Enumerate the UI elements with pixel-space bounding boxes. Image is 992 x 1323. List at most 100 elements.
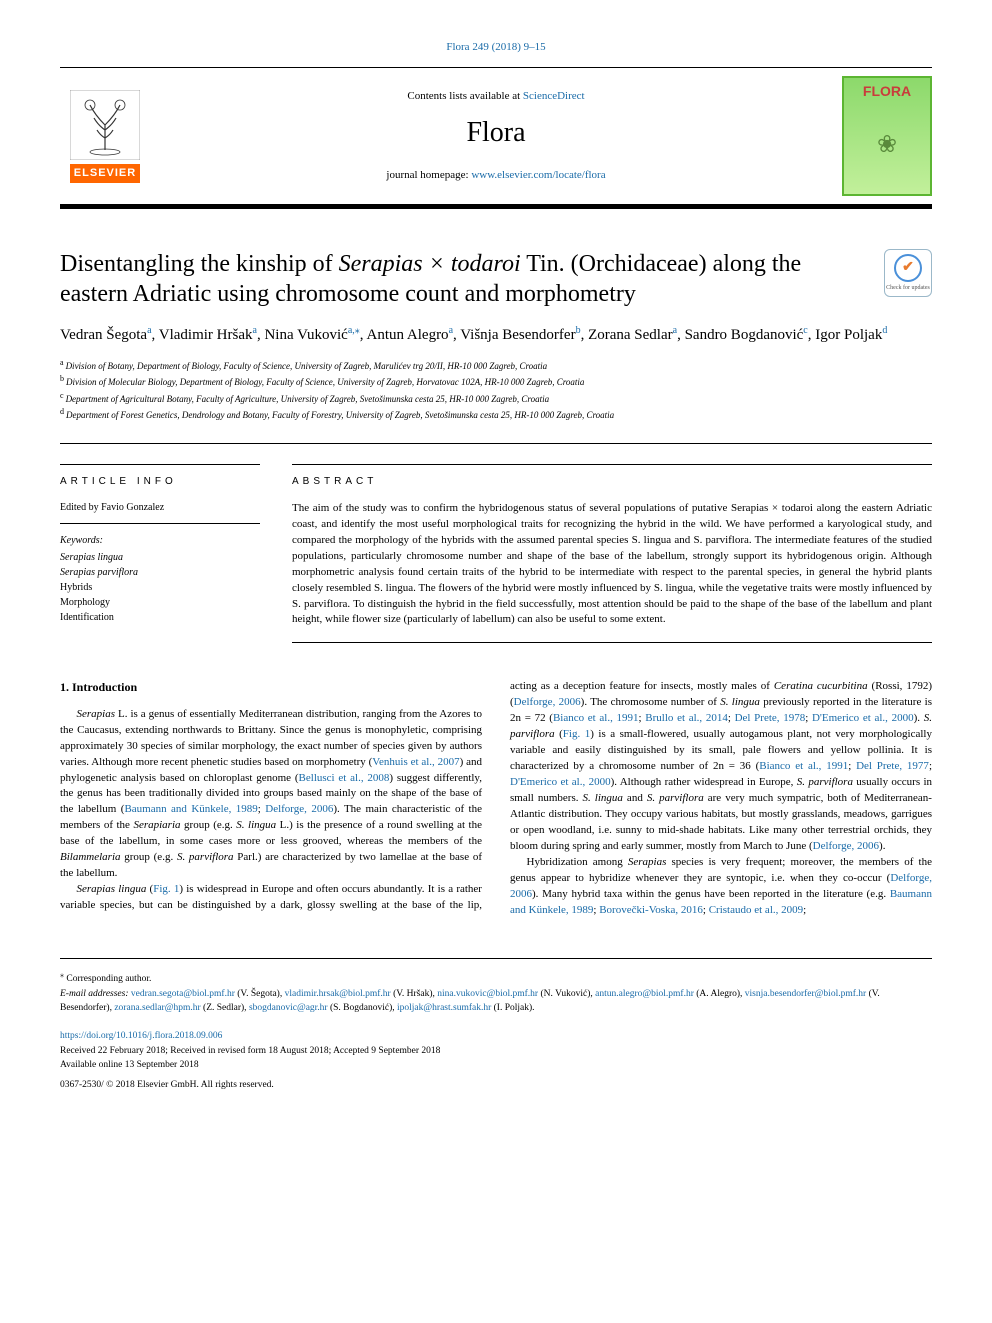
homepage-prefix: journal homepage: [386,169,471,181]
ref-cristaudo[interactable]: Cristaudo et al., 2009 [709,904,803,916]
author-6-aff[interactable]: a [673,325,677,336]
journal-name: Flora [386,113,605,152]
ref-demerico-2[interactable]: D'Emerico et al., 2000 [510,776,611,788]
bookmark-check-icon: ✔ [902,258,914,278]
ref-brullo[interactable]: Brullo et al., 2014 [645,712,728,724]
title-pre: Disentangling the kinship of [60,251,339,277]
author-7: Sandro Bogdanović [685,327,804,343]
check-updates-label: Check for updates [886,284,930,292]
ref-delprete-1[interactable]: Del Prete, 1978 [735,712,806,724]
footer: ⁎ Corresponding author. E-mail addresses… [60,958,932,1092]
section-1-head: 1. Introduction [60,679,482,696]
abstract-head: ABSTRACT [292,475,932,489]
author-2-aff[interactable]: a [252,325,256,336]
homepage-line: journal homepage: www.elsevier.com/locat… [386,168,605,183]
author-5-aff[interactable]: b [576,325,581,336]
author-7-aff[interactable]: c [803,325,807,336]
homepage-link[interactable]: www.elsevier.com/locate/flora [471,169,605,181]
emails-prefix: E-mail addresses: [60,989,129,999]
ref-fig1-a[interactable]: Fig. 1 [153,883,179,895]
ref-bianco-2[interactable]: Bianco et al., 1991 [759,760,848,772]
cover-title: FLORA [863,82,911,102]
ref-fig1-b[interactable]: Fig. 1 [563,728,590,740]
ref-bianco-1[interactable]: Bianco et al., 1991 [553,712,639,724]
ref-baumann[interactable]: Baumann and Künkele, 1989 [124,803,257,815]
divider-before-abstract [60,443,932,444]
journal-header-bar: ELSEVIER Contents lists available at Sci… [60,67,932,205]
sciencedirect-link[interactable]: ScienceDirect [523,90,585,102]
author-3-aff[interactable]: a, [348,325,355,336]
check-updates-badge[interactable]: ✔ Check for updates [884,249,932,297]
doi-line: https://doi.org/10.1016/j.flora.2018.09.… [60,1029,932,1043]
email-who: (A. Alegro), [694,989,743,999]
cover-art-icon: ❀ [877,129,897,163]
body-columns: 1. Introduction Serapias L. is a genus o… [60,679,932,918]
aff-a: aDivision of Botany, Department of Biolo… [60,357,932,374]
check-updates-ring: ✔ [894,254,922,282]
elsevier-tree-icon [70,90,140,160]
contents-prefix: Contents lists available at [407,90,522,102]
email-who: (V. Hršak), [391,989,435,999]
copyright-line: 0367-2530/ © 2018 Elsevier GmbH. All rig… [60,1078,932,1092]
author-3-corr[interactable]: ⁎ [355,325,360,336]
para-1: Serapias L. is a genus of essentially Me… [60,707,482,882]
abstract-column: ABSTRACT The aim of the study was to con… [292,464,932,644]
top-citation: Flora 249 (2018) 9–15 [60,40,932,55]
received-line: Received 22 February 2018; Received in r… [60,1044,932,1058]
author-8: Igor Poljak [815,327,882,343]
cover-thumbnail-wrap: FLORA ❀ [842,76,932,196]
author-2: Vladimir Hršak [159,327,253,343]
author-list: Vedran Šegotaa, Vladimir Hršaka, Nina Vu… [60,323,932,347]
ref-bellusci[interactable]: Bellusci et al., 2008 [299,772,390,784]
author-8-aff[interactable]: d [882,325,887,336]
keywords-list: Serapias lingua Serapias parviflora Hybr… [60,550,260,625]
ref-demerico-1[interactable]: D'Emerico et al., 2000 [812,712,914,724]
author-4-aff[interactable]: a [449,325,453,336]
author-1: Vedran Šegota [60,327,147,343]
title-taxon: Serapias × todaroi [339,251,521,277]
ref-delforge-1[interactable]: Delforge, 2006 [265,803,333,815]
article-title: Disentangling the kinship of Serapias × … [60,249,868,309]
author-3: Nina Vuković [264,327,347,343]
email-link[interactable]: antun.alegro@biol.pmf.hr [593,989,694,999]
email-link[interactable]: zorana.sedlar@hpm.hr [112,1003,201,1013]
email-who: (S. Bogdanović), [328,1003,395,1013]
available-line: Available online 13 September 2018 [60,1058,932,1072]
contents-line: Contents lists available at ScienceDirec… [386,89,605,104]
aff-b: bDivision of Molecular Biology, Departme… [60,373,932,390]
abstract-text: The aim of the study was to confirm the … [292,501,932,644]
affiliations: aDivision of Botany, Department of Biolo… [60,357,932,423]
kw-2: Serapias parviflora [60,565,260,580]
elsevier-wordmark: ELSEVIER [70,164,140,183]
email-addresses: E-mail addresses: vedran.segota@biol.pmf… [60,987,932,1016]
email-link[interactable]: sbogdanovic@agr.hr [247,1003,328,1013]
keywords-head: Keywords: [60,534,260,548]
ref-venhuis[interactable]: Venhuis et al., 2007 [372,756,459,768]
aff-c: cDepartment of Agricultural Botany, Facu… [60,390,932,407]
email-link[interactable]: vedran.segota@biol.pmf.hr [131,989,235,999]
corresponding-note: ⁎ Corresponding author. [60,969,932,986]
header-rule [60,205,932,209]
ref-delforge-2[interactable]: Delforge, 2006 [514,696,581,708]
email-link[interactable]: ipoljak@hrast.sumfak.hr [395,1003,492,1013]
kw-1: Serapias lingua [60,550,260,565]
kw-4: Morphology [60,595,260,610]
author-6: Zorana Sedlar [588,327,673,343]
email-link[interactable]: vladimir.hrsak@biol.pmf.hr [282,989,391,999]
author-1-aff[interactable]: a [147,325,151,336]
kw-5: Identification [60,610,260,625]
ref-borovecki[interactable]: Borovečki-Voska, 2016 [599,904,703,916]
ref-delforge-3[interactable]: Delforge, 2006 [813,840,879,852]
para-3: Hybridization among Serapias species is … [510,855,932,919]
article-info-sidebar: ARTICLE INFO Edited by Favio Gonzalez Ke… [60,464,260,644]
email-link[interactable]: visnja.besendorfer@biol.pmf.hr [742,989,866,999]
kw-3: Hybrids [60,580,260,595]
email-link[interactable]: nina.vukovic@biol.pmf.hr [435,989,538,999]
info-abstract-row: ARTICLE INFO Edited by Favio Gonzalez Ke… [60,464,932,644]
ref-delprete-2[interactable]: Del Prete, 1977 [856,760,929,772]
doi-link[interactable]: https://doi.org/10.1016/j.flora.2018.09.… [60,1031,222,1041]
author-4: Antun Alegro [366,327,448,343]
top-citation-link[interactable]: Flora 249 (2018) 9–15 [446,41,545,53]
email-who: (N. Vuković), [538,989,593,999]
article-info-head: ARTICLE INFO [60,475,260,489]
